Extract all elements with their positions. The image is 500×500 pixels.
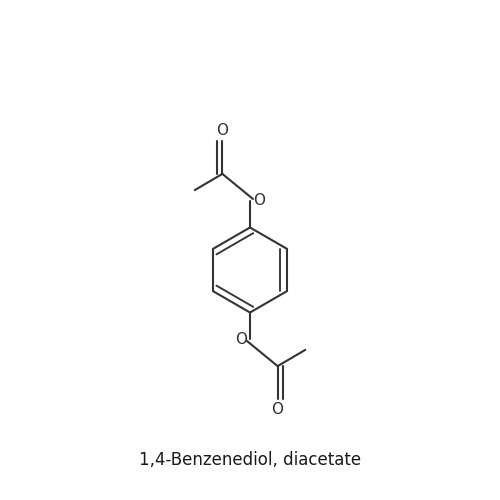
Text: O: O	[253, 193, 265, 208]
Text: O: O	[272, 402, 283, 417]
Text: O: O	[216, 123, 228, 138]
Text: O: O	[235, 332, 247, 347]
Text: 1,4-Benzenediol, diacetate: 1,4-Benzenediol, diacetate	[139, 451, 361, 469]
